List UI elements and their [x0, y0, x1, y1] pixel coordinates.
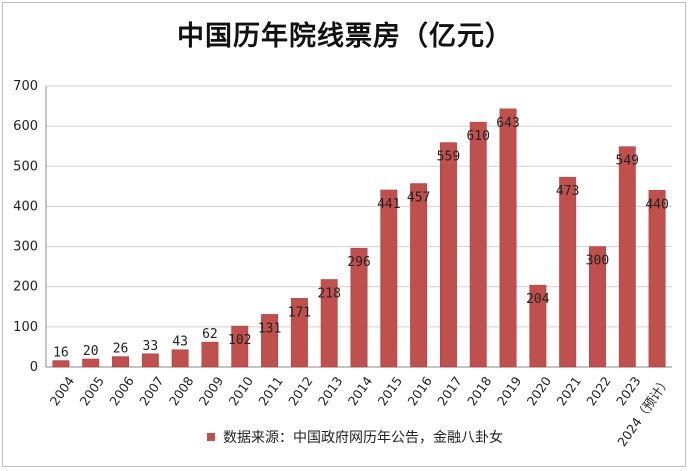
- x-tick-label: 2016: [404, 374, 435, 409]
- data-label: 62: [202, 327, 218, 342]
- bar: [529, 284, 547, 368]
- x-tick-label: 2019: [494, 374, 525, 409]
- y-tick-label: 600: [13, 119, 38, 134]
- data-label: 549: [616, 154, 639, 169]
- data-labels: 16 20 26 33 43 62 102 131 171 218 296 441 457 559 610 6…: [53, 116, 669, 361]
- bar: [112, 356, 129, 368]
- chart-title: 中国历年院线票房（亿元）: [177, 21, 513, 52]
- x-tick-label: 2021: [553, 374, 584, 409]
- bar: [290, 298, 308, 368]
- y-tick-label: 700: [13, 79, 38, 94]
- data-label: 473: [556, 184, 579, 199]
- bar: [559, 176, 577, 368]
- data-label: 102: [228, 333, 251, 348]
- y-tick-label: 500: [13, 159, 38, 174]
- bar: [171, 349, 189, 368]
- data-label: 610: [466, 129, 489, 144]
- x-tick-label: 2011: [255, 374, 286, 409]
- data-label: 559: [437, 150, 460, 165]
- bar: [380, 189, 398, 368]
- x-tick-label: 2013: [315, 374, 346, 409]
- data-label: 441: [377, 197, 400, 212]
- x-tick-label: 2006: [106, 374, 137, 409]
- data-label: 16: [53, 346, 69, 361]
- data-label: 33: [143, 339, 159, 354]
- x-tick-label: 2023: [613, 374, 644, 409]
- x-tick-label: 2014: [345, 374, 376, 409]
- bar: [439, 142, 457, 368]
- bar: [320, 279, 338, 368]
- data-label: 20: [83, 344, 99, 359]
- bar: [231, 325, 249, 368]
- y-tick-label: 0: [30, 360, 38, 375]
- bar: [52, 360, 70, 368]
- bar: [499, 108, 517, 368]
- data-label: 643: [496, 116, 519, 131]
- x-tick-label: 2015: [375, 374, 406, 409]
- x-tick-label: 2008: [166, 374, 197, 409]
- bar: [618, 146, 636, 368]
- x-tick-label: 2005: [76, 374, 107, 409]
- data-label: 26: [113, 342, 129, 357]
- data-label: 440: [645, 197, 668, 212]
- bar: [648, 190, 666, 368]
- bars: [52, 108, 666, 368]
- bar: [410, 183, 428, 368]
- data-label: 296: [347, 255, 370, 270]
- x-tick-label: 2012: [285, 374, 316, 409]
- x-tick-label: 2009: [196, 374, 227, 409]
- x-tick-label: 2018: [464, 374, 495, 409]
- x-tick-label: 2022: [583, 374, 614, 409]
- x-tick-label: 2020: [524, 374, 555, 409]
- data-label: 204: [526, 292, 550, 307]
- data-label: 457: [407, 191, 430, 206]
- x-tick-label: 2010: [226, 374, 257, 409]
- legend: 数据来源：中国政府网历年公告，金融八卦女: [207, 427, 503, 447]
- y-tick-label: 300: [13, 240, 38, 255]
- data-label: 218: [317, 286, 340, 301]
- y-tick-label: 100: [13, 320, 38, 335]
- bar: [82, 358, 100, 368]
- bar: [469, 121, 487, 368]
- bar: [589, 246, 606, 368]
- data-label: 300: [586, 254, 609, 269]
- bar: [141, 353, 159, 368]
- x-tick-label: 2004: [47, 374, 78, 409]
- bar: [350, 247, 368, 368]
- data-label: 171: [288, 305, 311, 320]
- y-tick-label: 200: [13, 280, 38, 295]
- data-label: 131: [258, 321, 281, 336]
- x-tick-label: 2007: [136, 374, 167, 409]
- y-axis-ticks: 0 100 200 300 400 500 600 700: [13, 79, 38, 375]
- bar: [261, 314, 279, 368]
- data-label: 43: [172, 335, 188, 350]
- legend-swatch: [207, 433, 215, 441]
- y-tick-label: 400: [13, 199, 38, 214]
- legend-label: 数据来源：中国政府网历年公告，金融八卦女: [223, 430, 503, 446]
- x-tick-label: 2017: [434, 374, 465, 409]
- bar: [201, 341, 219, 368]
